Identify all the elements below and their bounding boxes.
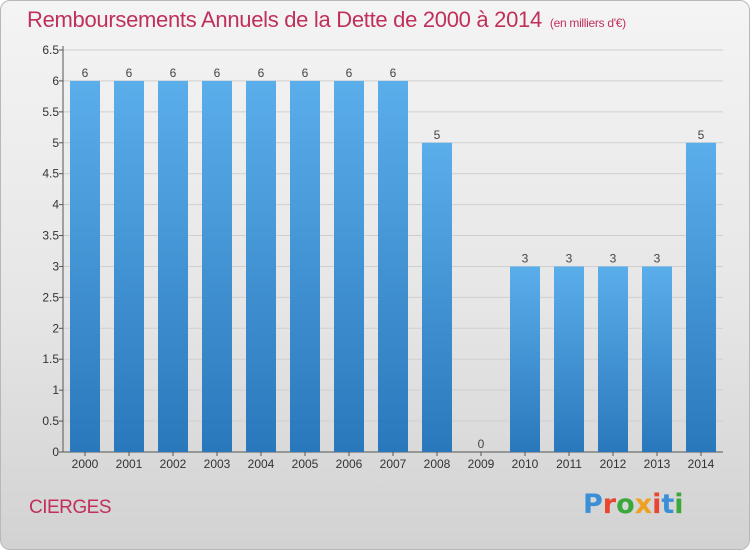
logo-letter: t <box>661 489 675 520</box>
bar-2005 <box>290 80 320 452</box>
commune-name: CIERGES <box>29 497 112 518</box>
y-tick-label: 3 <box>52 259 59 273</box>
x-tick-label-2007: 2007 <box>380 457 407 471</box>
x-tick-label-2002: 2002 <box>160 457 187 471</box>
bar-2006 <box>334 80 364 452</box>
x-tick-label-2003: 2003 <box>204 457 231 471</box>
logo-letter: i <box>652 489 662 520</box>
bar-2001 <box>114 80 144 452</box>
bar-2012 <box>598 266 628 452</box>
x-tick-label-2011: 2011 <box>556 457 582 471</box>
bars <box>70 80 716 452</box>
y-tick-label: 1.5 <box>42 352 59 366</box>
value-label-2007: 6 <box>390 66 397 80</box>
x-tick-label-2012: 2012 <box>600 457 627 471</box>
y-tick-label: 1 <box>52 383 59 397</box>
x-tick-label-2010: 2010 <box>512 457 539 471</box>
value-label-2004: 6 <box>258 66 265 80</box>
bar-2011 <box>554 266 584 452</box>
x-tick-label-2009: 2009 <box>468 457 495 471</box>
bar-2008 <box>422 142 452 452</box>
bar-2013 <box>642 266 672 452</box>
y-tick-label: 2 <box>52 321 59 335</box>
chart-unit: (en milliers d'€) <box>549 16 626 30</box>
y-tick-label: 0 <box>52 445 59 459</box>
value-label-2001: 6 <box>126 66 133 80</box>
x-tick-label-2004: 2004 <box>248 457 275 471</box>
x-tick-label-2013: 2013 <box>644 457 671 471</box>
y-tick-label: 4.5 <box>42 167 59 181</box>
bar-2007 <box>378 80 408 452</box>
bar-2010 <box>510 266 540 452</box>
y-tick-label: 2.5 <box>42 290 59 304</box>
logo-letter: i <box>674 489 684 520</box>
logo-letter: P <box>583 489 603 520</box>
value-label-2008: 5 <box>434 128 441 142</box>
bar-2004 <box>246 80 276 452</box>
logo-letter: x <box>634 489 653 520</box>
value-label-2011: 3 <box>566 251 573 265</box>
x-tick-label-2008: 2008 <box>424 457 451 471</box>
value-label-2014: 5 <box>698 128 705 142</box>
bar-2002 <box>158 80 188 452</box>
x-tick-label-2005: 2005 <box>292 457 319 471</box>
y-tick-label: 3.5 <box>42 229 59 243</box>
y-tick-label: 0.5 <box>42 414 59 428</box>
logo-letter: r <box>602 489 617 520</box>
x-tick-label-2001: 2001 <box>116 457 143 471</box>
value-label-2013: 3 <box>654 251 661 265</box>
logo-letter: o <box>616 489 635 520</box>
bar-2003 <box>202 80 232 452</box>
chart-title-text: Remboursements Annuels de la Dette de 20… <box>27 7 542 32</box>
value-label-2006: 6 <box>346 66 353 80</box>
value-label-2000: 6 <box>82 66 89 80</box>
value-label-2010: 3 <box>522 251 529 265</box>
value-label-2003: 6 <box>214 66 221 80</box>
bar-2014 <box>686 142 716 452</box>
bar-2000 <box>70 80 100 452</box>
y-tick-label: 6.5 <box>42 43 59 57</box>
proxiti-logo: Proxiti <box>583 489 684 520</box>
value-label-2009: 0 <box>478 437 485 451</box>
x-tick-label-2006: 2006 <box>336 457 363 471</box>
y-tick-label: 5.5 <box>42 105 59 119</box>
x-tick-label-2000: 2000 <box>72 457 99 471</box>
labels: 0 0.5 1 1.5 2 2.5 3 3.5 4 4.5 5 5.5 6 6.5 6 2000 6 2001 6 2… <box>42 43 714 471</box>
y-tick-label: 5 <box>52 136 59 150</box>
value-label-2012: 3 <box>610 251 617 265</box>
chart-title: Remboursements Annuels de la Dette de 20… <box>27 7 626 33</box>
y-tick-label: 4 <box>52 198 59 212</box>
value-label-2005: 6 <box>302 66 309 80</box>
value-label-2002: 6 <box>170 66 177 80</box>
y-tick-label: 6 <box>52 74 59 88</box>
x-tick-label-2014: 2014 <box>688 457 715 471</box>
